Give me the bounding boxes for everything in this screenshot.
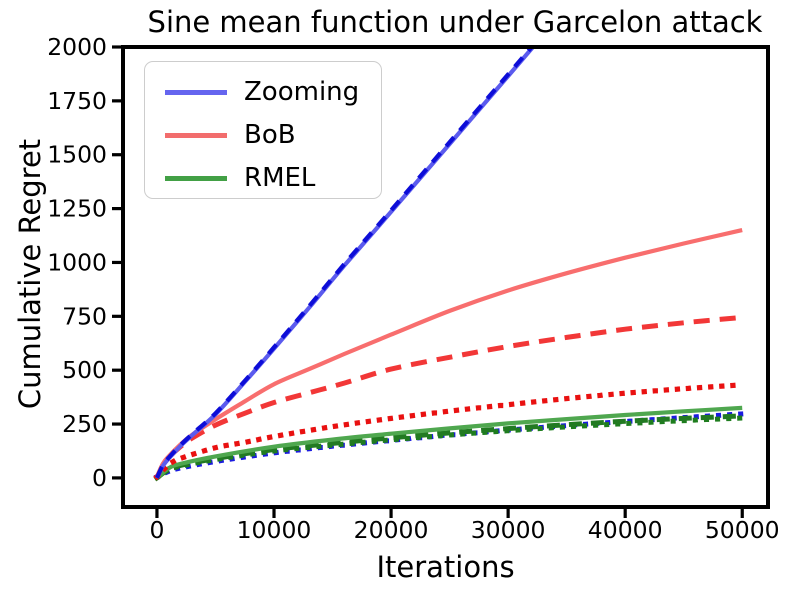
- legend-line-sample-zooming: [165, 89, 227, 95]
- series-line-rmel-dashed: [155, 413, 743, 480]
- legend-line-sample-bob: [165, 132, 227, 138]
- y-tick-label: 2000: [47, 33, 107, 61]
- y-tick-label: 250: [62, 410, 107, 438]
- y-tick-label: 0: [92, 464, 107, 492]
- legend-label-rmel: RMEL: [244, 163, 316, 193]
- x-tick-label: 50000: [705, 516, 780, 544]
- x-axis-label: Iterations: [376, 550, 515, 584]
- y-tick-label: 750: [62, 302, 107, 330]
- legend-line-sample-rmel: [165, 175, 227, 181]
- legend-label-bob: BoB: [244, 120, 296, 150]
- y-tick-label: 1750: [47, 87, 107, 115]
- series-line-rmel-solid: [155, 405, 743, 480]
- legend-item-zooming: Zooming: [165, 73, 381, 111]
- series-line-bob-dotted: [153, 382, 745, 481]
- y-tick-label: 1000: [47, 248, 107, 276]
- x-tick-label: 40000: [588, 516, 663, 544]
- plot-spines: [121, 45, 770, 509]
- x-tick-label: 20000: [354, 516, 429, 544]
- y-tick-label: 1250: [47, 195, 107, 223]
- x-tick-label: 10000: [237, 516, 312, 544]
- legend-label-zooming: Zooming: [244, 77, 360, 107]
- x-tick-label: 0: [149, 516, 164, 544]
- chart-title: Sine mean function under Garcelon attack: [147, 5, 763, 39]
- x-tick-label: 30000: [471, 516, 546, 544]
- y-tick-label: 1500: [47, 141, 107, 169]
- legend: Zooming BoB RMEL: [144, 61, 382, 199]
- legend-item-bob: BoB: [165, 116, 381, 154]
- series-line-zooming-dotted: [153, 411, 745, 481]
- series-line-bob-solid: [154, 228, 743, 479]
- series-line-zooming-dashed: [154, 47, 535, 479]
- legend-item-rmel: RMEL: [165, 159, 381, 197]
- y-tick-label: 500: [62, 356, 107, 384]
